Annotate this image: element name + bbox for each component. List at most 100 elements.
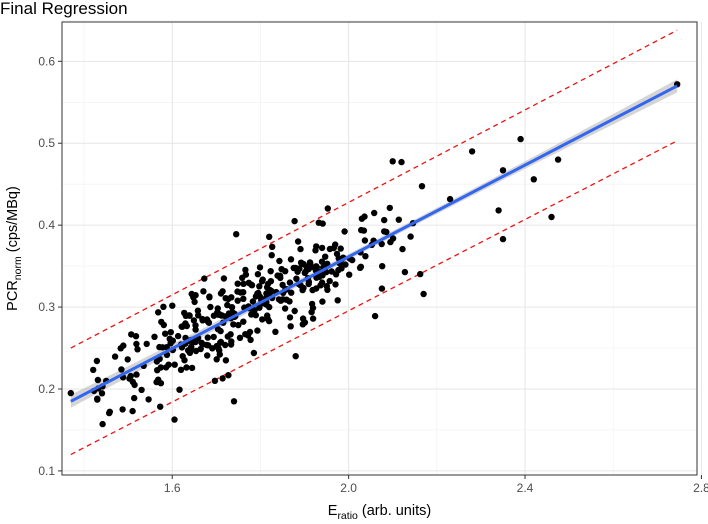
data-points <box>67 81 681 428</box>
data-point <box>200 288 207 295</box>
data-point <box>204 334 211 341</box>
data-point <box>219 375 226 382</box>
data-point <box>362 253 369 260</box>
data-point <box>308 308 315 316</box>
data-point <box>234 297 241 304</box>
data-point <box>256 304 263 311</box>
data-point <box>387 238 394 246</box>
data-point <box>143 340 150 348</box>
data-point <box>299 321 306 328</box>
y-tick-label: 0.1 <box>38 464 55 478</box>
data-point <box>151 333 158 340</box>
data-point <box>217 338 225 346</box>
data-point <box>468 148 476 155</box>
data-point <box>98 390 106 397</box>
data-point <box>342 261 349 268</box>
data-point <box>395 216 402 223</box>
data-point <box>204 352 211 359</box>
prediction-bound-lower <box>70 140 678 456</box>
data-point <box>191 298 198 306</box>
data-point <box>213 356 220 363</box>
data-point <box>235 321 242 329</box>
data-point <box>418 183 426 190</box>
data-point <box>195 312 202 319</box>
data-point <box>192 322 199 329</box>
y-axis-label-rest: (cps/MBq) <box>5 186 21 256</box>
x-axis-label: Eratio (arb. units) <box>328 503 431 522</box>
data-point <box>309 315 317 322</box>
data-point <box>210 333 217 341</box>
data-point <box>190 317 198 324</box>
data-point <box>254 271 262 278</box>
data-point <box>256 264 264 271</box>
data-point <box>292 264 299 272</box>
data-point <box>291 307 298 315</box>
data-point <box>219 288 226 295</box>
y-axis-label: PCRnorm (cps/MBq) <box>5 186 24 311</box>
grid-lines <box>62 20 702 475</box>
data-point <box>93 357 101 365</box>
data-point <box>211 377 219 384</box>
data-point <box>446 195 454 203</box>
data-point <box>207 303 214 311</box>
data-point <box>326 245 334 253</box>
data-point <box>167 329 174 336</box>
data-point <box>378 285 386 292</box>
data-point <box>188 364 196 372</box>
data-point <box>227 331 234 338</box>
data-point <box>371 209 378 217</box>
data-point <box>153 378 160 386</box>
data-point <box>346 271 353 278</box>
data-point <box>378 240 385 248</box>
data-point <box>291 217 298 225</box>
data-point <box>90 366 97 374</box>
data-point <box>281 305 289 312</box>
data-point <box>259 276 266 283</box>
data-point <box>176 386 183 393</box>
data-point <box>160 303 167 310</box>
data-point <box>186 312 193 319</box>
data-point <box>379 263 386 270</box>
data-point <box>309 286 316 294</box>
data-point <box>249 298 257 305</box>
y-tick-label: 0.6 <box>38 54 55 68</box>
data-point <box>322 253 329 260</box>
data-point <box>177 366 185 373</box>
data-point <box>267 268 274 275</box>
data-point <box>182 320 189 327</box>
data-point <box>236 334 244 341</box>
prediction-bounds <box>70 29 678 456</box>
data-point <box>259 316 266 323</box>
x-tick-label: 2.0 <box>340 481 357 495</box>
data-point <box>117 345 124 352</box>
data-point <box>266 233 273 240</box>
data-point <box>254 327 261 334</box>
data-point <box>317 282 324 289</box>
data-point <box>206 293 213 300</box>
data-point <box>230 321 237 328</box>
data-point <box>99 420 106 428</box>
data-point <box>361 213 368 220</box>
data-point <box>313 274 320 281</box>
data-point <box>279 296 287 303</box>
data-point <box>128 331 135 338</box>
data-point <box>124 356 131 363</box>
regression-fit-line <box>70 84 678 403</box>
data-point <box>134 346 141 353</box>
data-point <box>234 280 241 287</box>
data-point <box>276 257 283 265</box>
data-point <box>155 309 162 316</box>
data-point <box>240 280 247 287</box>
data-point <box>234 288 241 295</box>
data-point <box>548 213 555 221</box>
data-point <box>67 389 75 397</box>
y-axis-label-sub: norm <box>12 256 24 280</box>
data-point <box>358 226 365 234</box>
x-axis-label-rest: (arb. units) <box>358 503 431 519</box>
data-point <box>197 345 204 353</box>
data-point <box>272 328 279 335</box>
data-point <box>401 268 409 276</box>
data-point <box>356 264 364 271</box>
data-point <box>266 303 273 311</box>
data-point <box>165 361 172 368</box>
